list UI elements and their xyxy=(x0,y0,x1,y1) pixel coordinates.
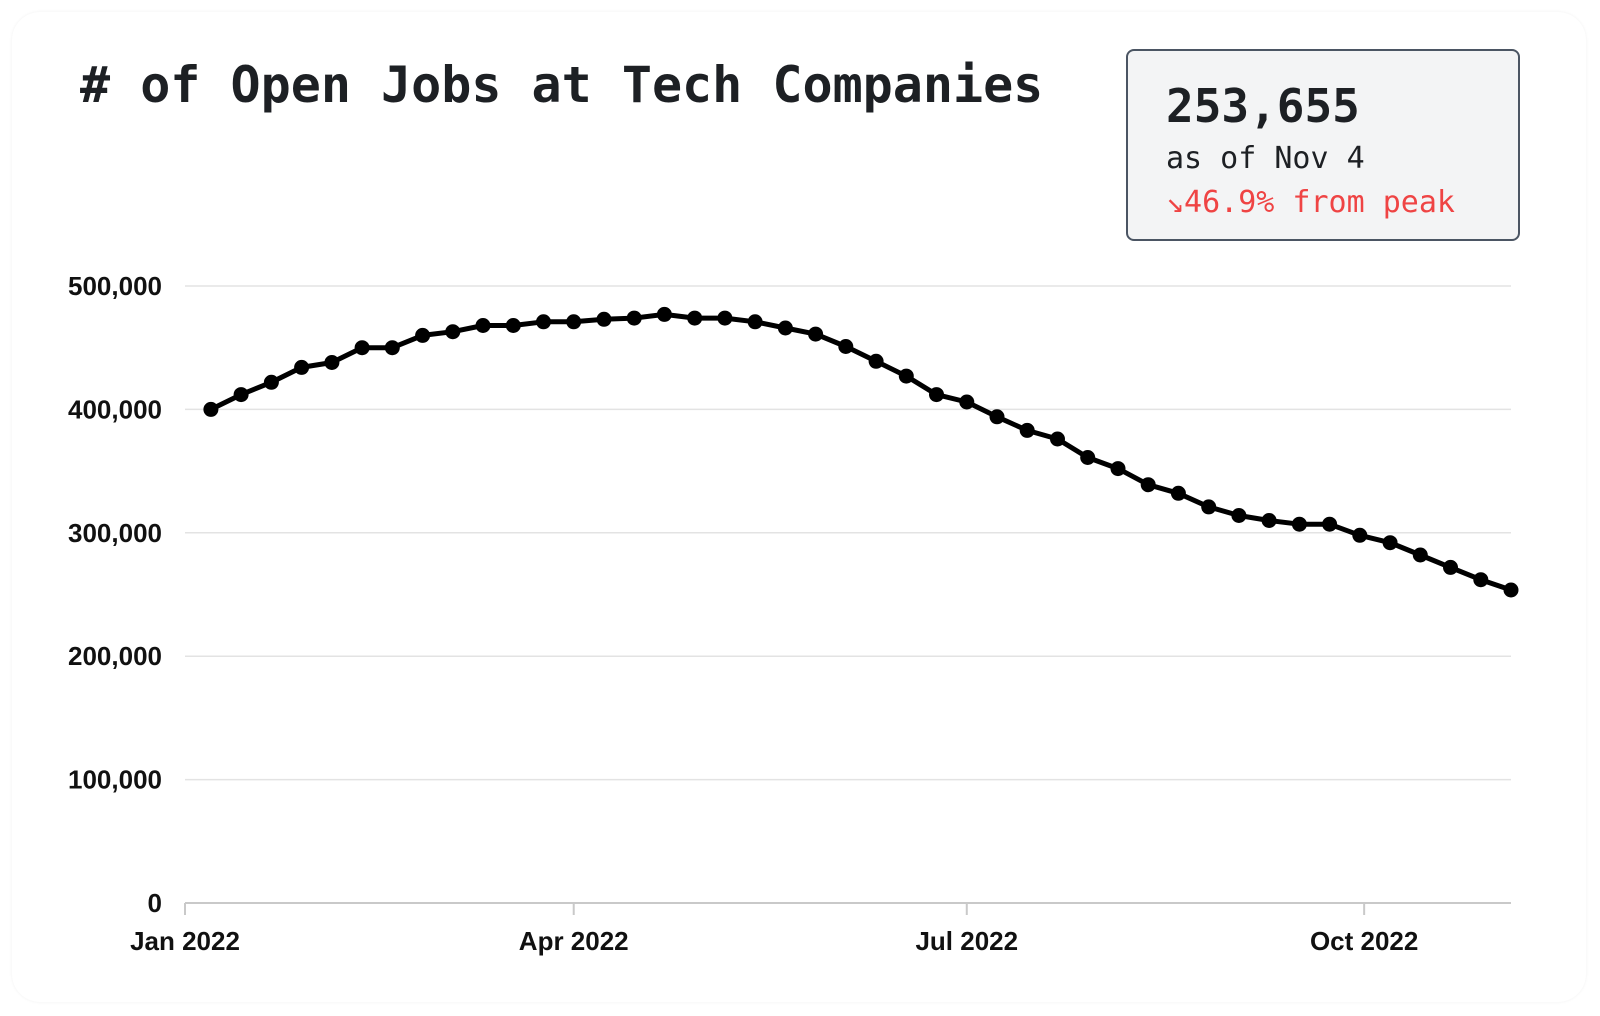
y-tick-label: 500,000 xyxy=(68,271,162,301)
data-point xyxy=(324,355,340,370)
data-point xyxy=(717,310,733,326)
data-point xyxy=(1231,508,1247,523)
data-point xyxy=(475,318,491,333)
data-point xyxy=(294,359,310,375)
chart-title: # of Open Jobs at Tech Companies xyxy=(80,56,1044,114)
data-point xyxy=(747,314,763,330)
stat-summary-box: 253,655 as of Nov 4 ↘46.9% from peak xyxy=(1126,49,1520,241)
series-line-layer xyxy=(208,311,1514,593)
data-point xyxy=(808,326,824,342)
data-point xyxy=(687,310,703,326)
data-point xyxy=(959,394,975,410)
data-point xyxy=(1503,582,1519,598)
data-point xyxy=(536,314,551,330)
data-point xyxy=(1412,547,1428,563)
data-point xyxy=(898,368,914,384)
gridlines xyxy=(185,285,1511,781)
data-point xyxy=(596,311,612,327)
data-point xyxy=(505,318,521,333)
data-point xyxy=(354,340,370,356)
y-tick-label: 0 xyxy=(148,888,162,918)
data-point xyxy=(1291,516,1307,532)
data-point xyxy=(838,339,854,354)
axes: 0 100,000 200,000 300,000 400,000 500,000 Jan … xyxy=(68,271,1511,956)
data-point xyxy=(384,340,400,356)
data-point xyxy=(1201,499,1217,515)
data-point xyxy=(415,327,431,343)
data-point xyxy=(868,353,884,369)
stat-change: ↘46.9% from peak xyxy=(1166,185,1455,220)
data-point xyxy=(656,306,672,322)
data-point xyxy=(1473,572,1489,588)
data-point xyxy=(445,324,461,340)
data-point xyxy=(263,374,279,390)
data-point xyxy=(1140,477,1156,493)
data-points xyxy=(203,306,1519,598)
data-point xyxy=(566,314,582,330)
data-point xyxy=(1019,422,1035,438)
data-point xyxy=(1261,513,1277,528)
x-tick-label: Oct 2022 xyxy=(1310,926,1418,956)
data-point xyxy=(1110,461,1126,477)
x-tick-label: Jul 2022 xyxy=(915,926,1018,956)
data-point xyxy=(233,387,249,403)
stat-date: as of Nov 4 xyxy=(1166,141,1365,176)
data-point xyxy=(1050,431,1065,447)
y-tick-label: 200,000 xyxy=(68,641,162,671)
data-point xyxy=(1322,516,1338,532)
series-line xyxy=(208,311,1514,593)
x-tick-label: Apr 2022 xyxy=(519,926,629,956)
y-tick-label: 300,000 xyxy=(68,518,162,548)
y-tick-label: 400,000 xyxy=(68,394,162,424)
data-point xyxy=(626,310,642,326)
x-tick-label: Jan 2022 xyxy=(130,926,240,956)
data-point xyxy=(777,320,793,336)
stat-value: 253,655 xyxy=(1166,79,1360,133)
data-point xyxy=(1080,450,1096,465)
data-point xyxy=(989,409,1005,425)
data-point xyxy=(1382,535,1398,551)
data-point xyxy=(1352,527,1368,543)
data-point xyxy=(203,401,219,417)
y-tick-label: 100,000 xyxy=(68,765,162,795)
data-point xyxy=(1170,485,1186,501)
data-point xyxy=(1443,559,1458,575)
data-point xyxy=(929,387,944,403)
